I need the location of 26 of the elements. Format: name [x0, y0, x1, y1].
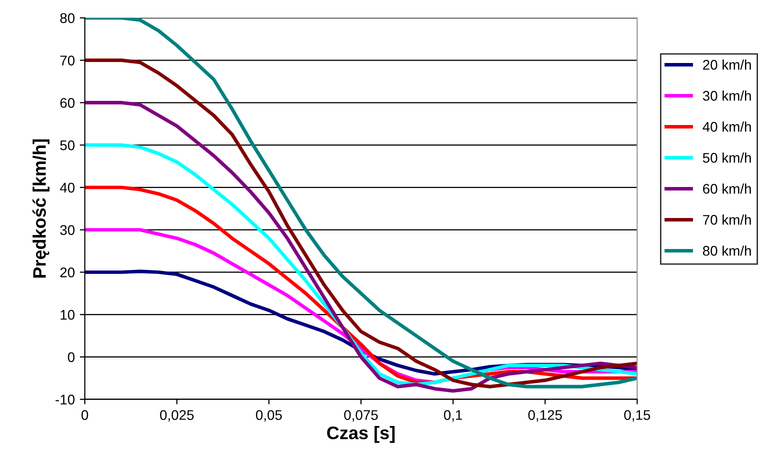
y-tick-label: -10	[56, 394, 75, 404]
y-tick-label: 80	[60, 13, 75, 24]
legend-label: 80 km/h	[702, 246, 751, 256]
legend-label: 40 km/h	[702, 122, 751, 132]
x-tick-label: 0,075	[344, 410, 378, 422]
legend-label: 50 km/h	[702, 152, 751, 163]
y-tick-label: 60	[60, 98, 75, 108]
x-tick-label: 0,025	[160, 410, 194, 422]
x-tick-label: 0	[81, 410, 88, 420]
legend-label: 60 km/h	[703, 184, 751, 194]
y-axis-title: Prędkość [km/h]	[32, 139, 50, 278]
x-tick-label: 0,1	[444, 410, 462, 422]
x-tick-label: 0,125	[528, 410, 562, 422]
x-tick-label: 0,15	[624, 410, 650, 422]
y-tick-label: 70	[60, 56, 75, 66]
y-tick-label: 10	[60, 310, 75, 320]
legend-label: 20 km/h	[703, 60, 751, 70]
y-tick-label: 20	[60, 268, 75, 278]
legend-label: 70 km/h	[703, 214, 751, 225]
x-tick-label: 0,05	[256, 410, 282, 422]
y-tick-label: 40	[60, 182, 75, 193]
x-axis-title: Czas [s]	[327, 426, 395, 443]
legend-label: 30 km/h	[702, 90, 751, 101]
y-tick-label: 50	[60, 140, 75, 150]
y-tick-label: 30	[60, 225, 75, 235]
y-tick-label: 0	[68, 352, 75, 362]
